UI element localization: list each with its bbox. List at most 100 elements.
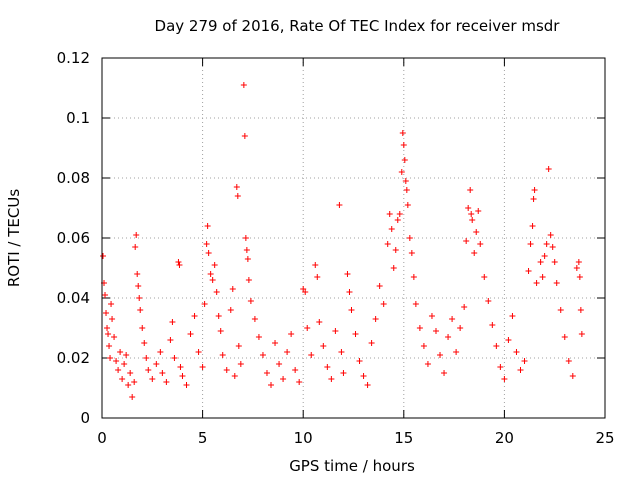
data-point [100, 253, 107, 259]
data-point [113, 358, 120, 364]
data-point [135, 283, 142, 289]
x-axis-label: GPS time / hours [289, 457, 415, 475]
data-point [227, 307, 234, 313]
data-point [403, 187, 410, 193]
data-point [137, 307, 144, 313]
data-point [139, 325, 146, 331]
data-point [312, 262, 319, 268]
data-point [169, 319, 176, 325]
data-point [469, 217, 476, 223]
data-point [132, 244, 139, 250]
chart-title: Day 279 of 2016, Rate Of TEC Index for r… [155, 17, 561, 35]
plot-frame [101, 57, 606, 419]
data-point [134, 271, 141, 277]
data-point [410, 274, 417, 280]
data-point [400, 142, 407, 148]
data-point [324, 364, 331, 370]
data-point [308, 352, 315, 358]
data-point [420, 343, 427, 349]
data-point [268, 382, 275, 388]
data-point [569, 373, 576, 379]
data-point [473, 229, 480, 235]
data-point [231, 373, 238, 379]
data-point [445, 334, 452, 340]
data-point [141, 340, 148, 346]
data-point [251, 316, 258, 322]
data-point [179, 373, 186, 379]
data-point [577, 307, 584, 313]
data-point [284, 349, 291, 355]
data-point [360, 373, 367, 379]
data-point [529, 223, 536, 229]
data-point [105, 331, 112, 337]
data-point [107, 355, 114, 361]
data-point [125, 382, 132, 388]
data-point [145, 367, 152, 373]
y-tick-label: 0 [80, 409, 90, 427]
y-tick-label: 0.08 [57, 169, 90, 187]
data-point [463, 238, 470, 244]
y-axis-label: ROTI / TECUs [5, 189, 23, 287]
data-point [539, 274, 546, 280]
x-tick-label: 15 [394, 429, 413, 447]
data-point [576, 274, 583, 280]
data-point [201, 301, 208, 307]
data-point [388, 226, 395, 232]
data-point [108, 301, 115, 307]
data-point [489, 322, 496, 328]
data-point [133, 232, 140, 238]
data-point [376, 283, 383, 289]
x-tick-label: 20 [495, 429, 514, 447]
data-point [320, 343, 327, 349]
y-tick-label: 0.04 [57, 289, 90, 307]
data-point [424, 361, 431, 367]
data-points [100, 82, 585, 400]
data-point [163, 379, 170, 385]
data-point [537, 259, 544, 265]
data-point [240, 82, 247, 88]
data-point [209, 277, 216, 283]
data-point [527, 241, 534, 247]
data-point [237, 361, 244, 367]
data-point [223, 367, 230, 373]
data-point [467, 187, 474, 193]
data-point [217, 328, 224, 334]
data-point [401, 157, 408, 163]
data-point [346, 289, 353, 295]
data-point [244, 256, 251, 262]
data-point [543, 241, 550, 247]
data-point [338, 349, 345, 355]
data-point [157, 349, 164, 355]
data-point [344, 271, 351, 277]
data-point [215, 313, 222, 319]
data-point [471, 250, 478, 256]
data-point [288, 331, 295, 337]
data-point [242, 235, 249, 241]
data-point [340, 370, 347, 376]
data-point [123, 352, 130, 358]
data-point [106, 343, 113, 349]
data-point [127, 370, 134, 376]
data-point [348, 307, 355, 313]
data-point [207, 271, 214, 277]
data-point [441, 370, 448, 376]
data-point [404, 202, 411, 208]
data-point [493, 343, 500, 349]
x-tick-label: 10 [294, 429, 313, 447]
data-point [272, 340, 279, 346]
data-point [243, 247, 250, 253]
data-point [549, 244, 556, 250]
data-point [485, 298, 492, 304]
data-point [102, 292, 109, 298]
data-point [229, 286, 236, 292]
data-point [304, 325, 311, 331]
data-point [328, 376, 335, 382]
data-point [191, 313, 198, 319]
data-point [408, 250, 415, 256]
y-tick-label: 0.02 [57, 349, 90, 367]
data-point [390, 265, 397, 271]
data-point [143, 355, 150, 361]
data-point [509, 313, 516, 319]
data-point [195, 349, 202, 355]
data-point [175, 259, 182, 265]
